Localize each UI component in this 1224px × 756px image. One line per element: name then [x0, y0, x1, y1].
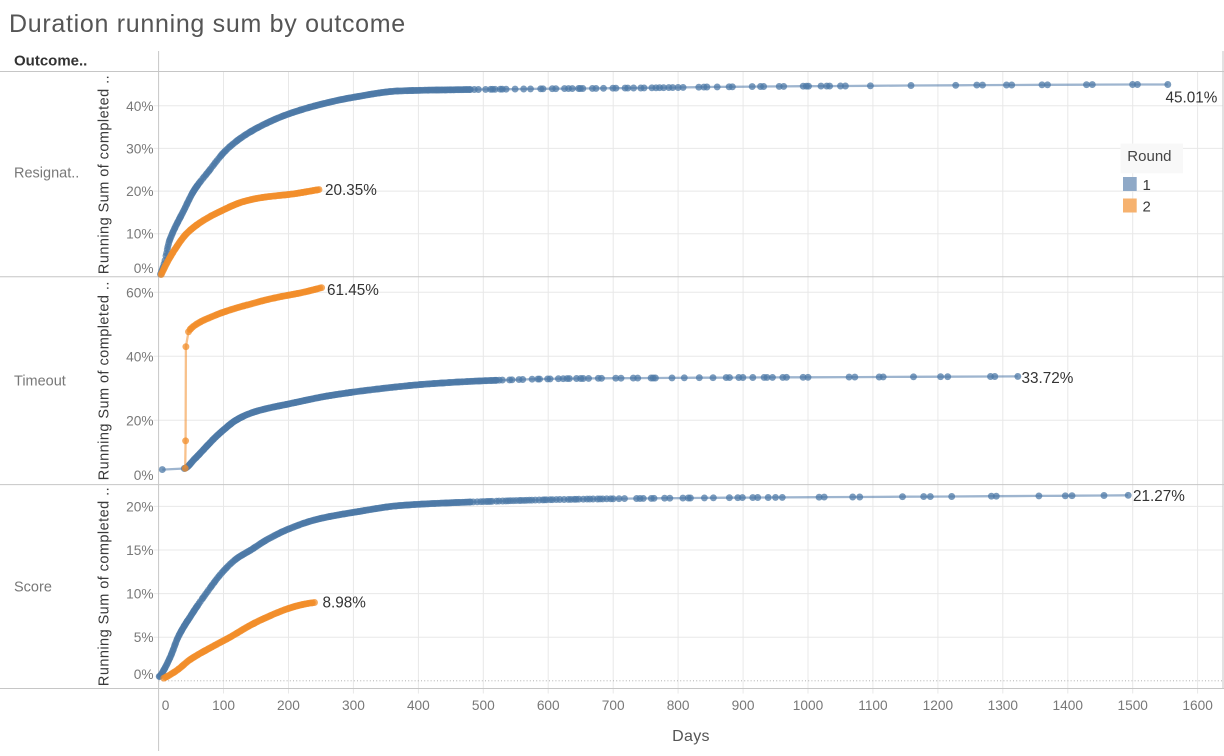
svg-text:Running Sum of completed ..: Running Sum of completed .. — [97, 487, 113, 686]
svg-text:5%: 5% — [134, 630, 154, 645]
svg-text:Running Sum of completed ..: Running Sum of completed .. — [97, 75, 113, 274]
svg-text:1300: 1300 — [988, 698, 1019, 713]
svg-text:1: 1 — [1143, 177, 1152, 194]
svg-text:Resignat..: Resignat.. — [14, 166, 79, 182]
svg-text:1100: 1100 — [858, 698, 888, 713]
svg-text:100: 100 — [212, 698, 235, 713]
svg-text:Round: Round — [1127, 148, 1171, 165]
svg-text:Days: Days — [672, 728, 710, 745]
svg-text:0: 0 — [162, 698, 170, 713]
svg-text:33.72%: 33.72% — [1022, 370, 1074, 387]
svg-text:1400: 1400 — [1053, 698, 1084, 713]
svg-text:21.27%: 21.27% — [1133, 488, 1185, 505]
svg-text:8.98%: 8.98% — [323, 595, 367, 612]
svg-text:20.35%: 20.35% — [325, 182, 377, 199]
svg-text:Timeout: Timeout — [14, 374, 66, 390]
svg-text:15%: 15% — [126, 543, 153, 558]
svg-text:40%: 40% — [126, 99, 153, 114]
svg-text:0%: 0% — [134, 667, 154, 682]
svg-text:1500: 1500 — [1117, 698, 1148, 713]
svg-text:500: 500 — [472, 698, 495, 713]
svg-text:10%: 10% — [126, 227, 153, 242]
svg-text:0%: 0% — [134, 468, 154, 483]
svg-text:20%: 20% — [126, 499, 153, 514]
svg-text:0%: 0% — [134, 261, 154, 276]
svg-text:Duration running sum by outcom: Duration running sum by outcome — [9, 10, 406, 38]
svg-text:Running Sum of completed ..: Running Sum of completed .. — [97, 281, 113, 480]
svg-text:1200: 1200 — [923, 698, 954, 713]
svg-text:1000: 1000 — [793, 698, 824, 713]
svg-text:800: 800 — [667, 698, 690, 713]
svg-text:45.01%: 45.01% — [1166, 89, 1218, 106]
svg-text:40%: 40% — [126, 349, 153, 364]
svg-text:60%: 60% — [126, 285, 153, 300]
svg-text:200: 200 — [277, 698, 300, 713]
svg-text:Score: Score — [14, 580, 52, 596]
svg-text:600: 600 — [537, 698, 560, 713]
svg-text:Outcome..: Outcome.. — [14, 53, 87, 70]
svg-text:20%: 20% — [126, 184, 153, 199]
svg-text:400: 400 — [407, 698, 430, 713]
svg-text:900: 900 — [732, 698, 755, 713]
svg-text:700: 700 — [602, 698, 625, 713]
svg-text:10%: 10% — [126, 587, 153, 602]
svg-text:30%: 30% — [126, 141, 153, 156]
svg-text:2: 2 — [1143, 198, 1152, 215]
svg-text:61.45%: 61.45% — [327, 282, 379, 299]
svg-text:1600: 1600 — [1182, 698, 1213, 713]
svg-text:300: 300 — [342, 698, 365, 713]
svg-text:20%: 20% — [126, 413, 153, 428]
